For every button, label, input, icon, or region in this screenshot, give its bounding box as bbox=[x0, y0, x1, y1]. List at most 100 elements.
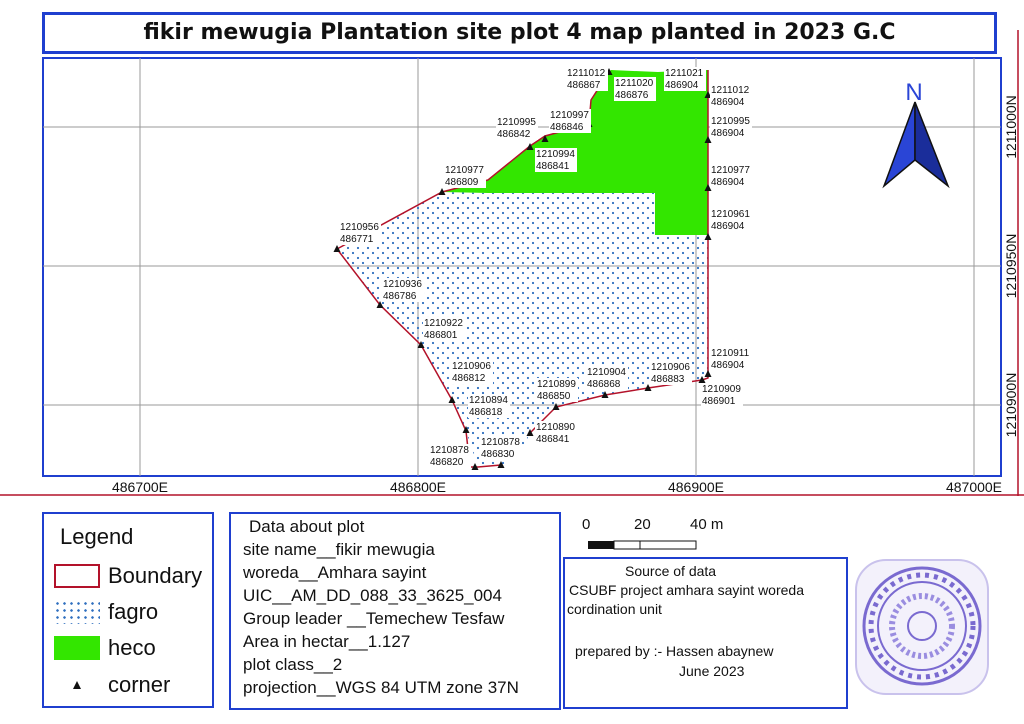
corner-northing-label: 1210899 bbox=[537, 379, 576, 390]
north-arrow: N bbox=[882, 79, 950, 189]
stamp-background bbox=[855, 559, 989, 695]
corner-northing-label: 1210909 bbox=[702, 384, 741, 395]
x-tick-label-1: 486800E bbox=[390, 479, 446, 495]
corner-marker bbox=[704, 136, 712, 143]
corner-easting-label: 486867 bbox=[567, 80, 601, 91]
corner-label-background bbox=[444, 164, 486, 188]
corner-easting-label: 486846 bbox=[550, 122, 584, 133]
heco-swatch bbox=[54, 636, 100, 660]
stamp-emblem bbox=[889, 593, 955, 659]
scale-label-0: 0 bbox=[582, 516, 591, 533]
corner-easting-label: 486842 bbox=[497, 129, 531, 140]
scale-segment-1 bbox=[588, 541, 614, 549]
corner-label-background bbox=[614, 77, 656, 101]
corner-northing-label: 1210911 bbox=[711, 348, 750, 359]
scale-bar-graphic bbox=[588, 540, 697, 550]
plot-info-line: UIC__AM_DD_088_33_3625_004 bbox=[243, 586, 502, 605]
y-tick-label-2: 1210900N bbox=[1003, 373, 1019, 438]
corner-northing-label: 1210890 bbox=[536, 422, 575, 433]
corner-northing-label: 1210997 bbox=[550, 110, 589, 121]
corner-easting-label: 486850 bbox=[537, 391, 571, 402]
corner-marker bbox=[526, 143, 534, 150]
corner-marker bbox=[704, 370, 712, 377]
corner-marker bbox=[552, 403, 560, 410]
scale-label-20: 20 bbox=[634, 516, 651, 533]
legend-item-heco: heco bbox=[50, 634, 210, 662]
corner-label-background bbox=[549, 109, 591, 133]
corner-easting-label: 486904 bbox=[711, 128, 745, 139]
boundary-line-east bbox=[701, 70, 709, 381]
corner-label-background bbox=[710, 84, 752, 108]
corner-northing-label: 1210995 bbox=[497, 117, 536, 128]
corner-label-background bbox=[451, 360, 493, 384]
y-tick-label-0: 1211000N bbox=[1003, 95, 1019, 159]
corner-marker bbox=[438, 188, 446, 195]
corner-marker bbox=[462, 426, 470, 433]
corner-northing-label: 1210961 bbox=[711, 209, 750, 220]
corner-label-background bbox=[701, 383, 743, 407]
plot-info-title: Data about plot bbox=[249, 517, 365, 536]
legend-label-fagro: fagro bbox=[108, 599, 159, 624]
stamp-lettering-ring bbox=[868, 572, 976, 680]
corner-northing-label: 1211020 bbox=[615, 78, 654, 89]
source-line-2: cordination unit bbox=[567, 601, 662, 617]
corner-northing-label: 1210906 bbox=[651, 362, 690, 373]
source-line-1: CSUBF project amhara sayint woreda bbox=[569, 582, 804, 598]
x-tick-label-2: 486900E bbox=[668, 479, 724, 495]
corner-label-background bbox=[710, 164, 752, 188]
scale-segment-3 bbox=[639, 540, 697, 550]
corner-label-background bbox=[566, 67, 608, 91]
corner-triangle-icon bbox=[73, 681, 81, 689]
legend-label-heco: heco bbox=[108, 635, 156, 660]
corner-label-background bbox=[535, 421, 577, 445]
corner-easting-label: 486801 bbox=[424, 330, 458, 341]
corner-easting-label: 486901 bbox=[702, 396, 736, 407]
corner-marker bbox=[417, 341, 425, 348]
corner-easting-label: 486883 bbox=[651, 374, 685, 385]
corner-label-background bbox=[480, 436, 522, 460]
x-tick-label-0: 486700E bbox=[112, 479, 168, 495]
corner-marker bbox=[526, 429, 534, 436]
prepared-date: June 2023 bbox=[679, 663, 745, 679]
legend-label-corner: corner bbox=[108, 672, 171, 697]
corner-northing-label: 1210894 bbox=[469, 395, 508, 406]
scale-bar: 0 20 40 m bbox=[572, 516, 772, 556]
corner-marker bbox=[376, 301, 384, 308]
plot-info-line: Group leader __Temechew Tesfaw bbox=[243, 609, 505, 628]
legend: Legend Boundary fagro heco corner bbox=[42, 512, 214, 708]
north-arrow-right-half bbox=[914, 101, 950, 189]
corner-northing-label: 1210994 bbox=[536, 149, 575, 160]
corner-label-background bbox=[468, 394, 510, 418]
corner-easting-label: 486841 bbox=[536, 161, 570, 172]
corner-northing-label: 1210936 bbox=[383, 279, 422, 290]
scale-segment-2 bbox=[613, 540, 641, 550]
corner-easting-label: 486841 bbox=[536, 434, 570, 445]
corner-marker bbox=[497, 461, 505, 468]
corner-easting-label: 486868 bbox=[587, 379, 621, 390]
corner-northing-label: 1210977 bbox=[711, 165, 750, 176]
corner-label-background bbox=[586, 366, 628, 390]
plot-info-line: projection__WGS 84 UTM zone 37N bbox=[243, 678, 519, 697]
corner-marker bbox=[704, 184, 712, 191]
x-tick-label-3: 487000E bbox=[946, 479, 1002, 495]
map-title: fikir mewugia Plantation site plot 4 map… bbox=[143, 20, 896, 45]
corner-northing-label: 1211012 bbox=[711, 85, 750, 96]
corner-easting-label: 486876 bbox=[615, 90, 649, 101]
corner-marker bbox=[698, 376, 706, 383]
corner-label-background bbox=[710, 115, 752, 139]
corner-label-background bbox=[339, 221, 381, 245]
prepared-by: prepared by :- Hassen abaynew bbox=[575, 643, 774, 659]
corner-label-background bbox=[536, 378, 578, 402]
fagro-swatch bbox=[54, 600, 100, 624]
map-title-box: fikir mewugia Plantation site plot 4 map… bbox=[42, 12, 997, 54]
corner-easting-label: 486771 bbox=[340, 234, 374, 245]
legend-item-corner: corner bbox=[50, 671, 210, 699]
corner-northing-label: 1210956 bbox=[340, 222, 379, 233]
corner-easting-label: 486904 bbox=[711, 97, 745, 108]
corner-marker bbox=[448, 396, 456, 403]
corner-label-background bbox=[382, 278, 424, 302]
corner-swatch bbox=[54, 673, 100, 697]
plot-info-line: Area in hectar__1.127 bbox=[243, 632, 411, 651]
source-title: Source of data bbox=[625, 563, 717, 579]
